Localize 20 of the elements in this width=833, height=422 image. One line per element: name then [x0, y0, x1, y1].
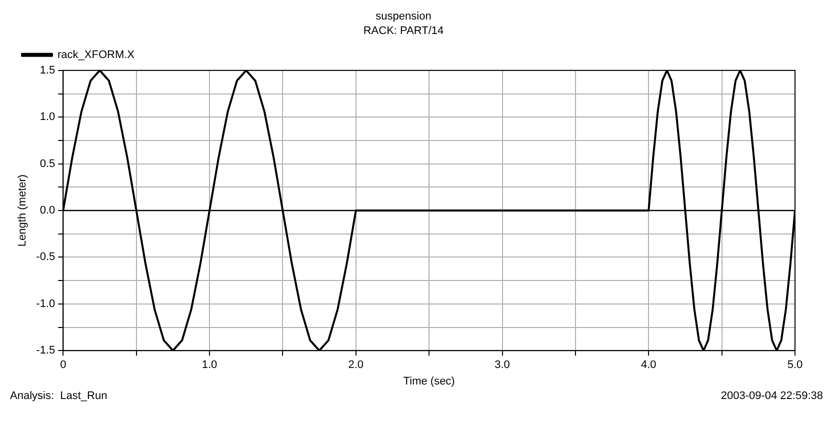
x-tick-label: 3.0 — [494, 359, 510, 372]
chart-subtitle: RACK: PART/14 — [363, 24, 444, 37]
y-axis-title: Length (meter) — [16, 174, 29, 247]
y-tick-label: 1.5 — [40, 64, 56, 76]
chart-title: suspension — [376, 10, 432, 23]
y-tick-label: -0.5 — [36, 251, 56, 264]
text: Analysis: Last_Run — [10, 390, 108, 402]
x-axis-title: Time (sec) — [403, 375, 455, 388]
y-tick-label: 0.0 — [40, 204, 56, 217]
x-tick-label: 0 — [60, 359, 66, 372]
y-tick-label: 1.0 — [40, 111, 56, 124]
y-tick-label: -1.0 — [36, 298, 56, 310]
x-tick-label: 1.0 — [202, 359, 218, 372]
y-tick-label: 0.5 — [40, 158, 56, 170]
x-tick-label: 4.0 — [640, 359, 656, 372]
y-tick-label: -1.5 — [36, 344, 56, 357]
x-tick-label: 2.0 — [348, 359, 364, 372]
x-tick-label: 5.0 — [787, 359, 803, 372]
text: 2003-09-04 22:59:38 — [720, 390, 823, 402]
legend-label: rack_XFORM.X — [58, 48, 136, 61]
